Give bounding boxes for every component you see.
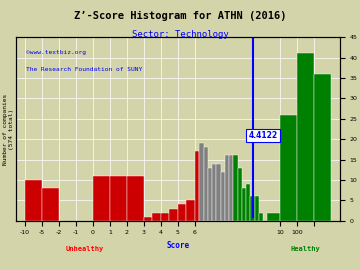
Bar: [229, 156, 233, 221]
Text: Unhealthy: Unhealthy: [65, 246, 104, 252]
Bar: [195, 151, 199, 221]
Bar: [259, 212, 263, 221]
Y-axis label: Number of companies
(574 total): Number of companies (574 total): [3, 93, 14, 165]
Bar: [208, 168, 212, 221]
Bar: [170, 208, 178, 221]
Bar: [127, 176, 144, 221]
Bar: [93, 176, 110, 221]
Bar: [242, 188, 246, 221]
Bar: [153, 212, 161, 221]
X-axis label: Score: Score: [166, 241, 190, 250]
Bar: [267, 212, 280, 221]
Bar: [25, 180, 42, 221]
Bar: [42, 188, 59, 221]
Text: Healthy: Healthy: [291, 246, 320, 252]
Bar: [225, 156, 229, 221]
Bar: [280, 115, 297, 221]
Bar: [246, 184, 250, 221]
Bar: [238, 168, 242, 221]
Bar: [178, 204, 186, 221]
Bar: [212, 164, 216, 221]
Text: The Research Foundation of SUNY: The Research Foundation of SUNY: [26, 66, 142, 72]
Bar: [199, 143, 203, 221]
Bar: [216, 164, 221, 221]
Bar: [221, 172, 225, 221]
Bar: [110, 176, 127, 221]
Bar: [297, 53, 314, 221]
Text: ©www.textbiz.org: ©www.textbiz.org: [26, 50, 86, 55]
Text: Z’-Score Histogram for ATHN (2016): Z’-Score Histogram for ATHN (2016): [74, 11, 286, 21]
Bar: [161, 212, 170, 221]
Text: 4.4122: 4.4122: [248, 131, 278, 140]
Bar: [314, 74, 331, 221]
Bar: [186, 200, 195, 221]
Bar: [203, 147, 208, 221]
Bar: [250, 196, 255, 221]
Bar: [255, 196, 259, 221]
Bar: [233, 156, 238, 221]
Bar: [144, 217, 153, 221]
Text: Sector: Technology: Sector: Technology: [132, 30, 228, 39]
